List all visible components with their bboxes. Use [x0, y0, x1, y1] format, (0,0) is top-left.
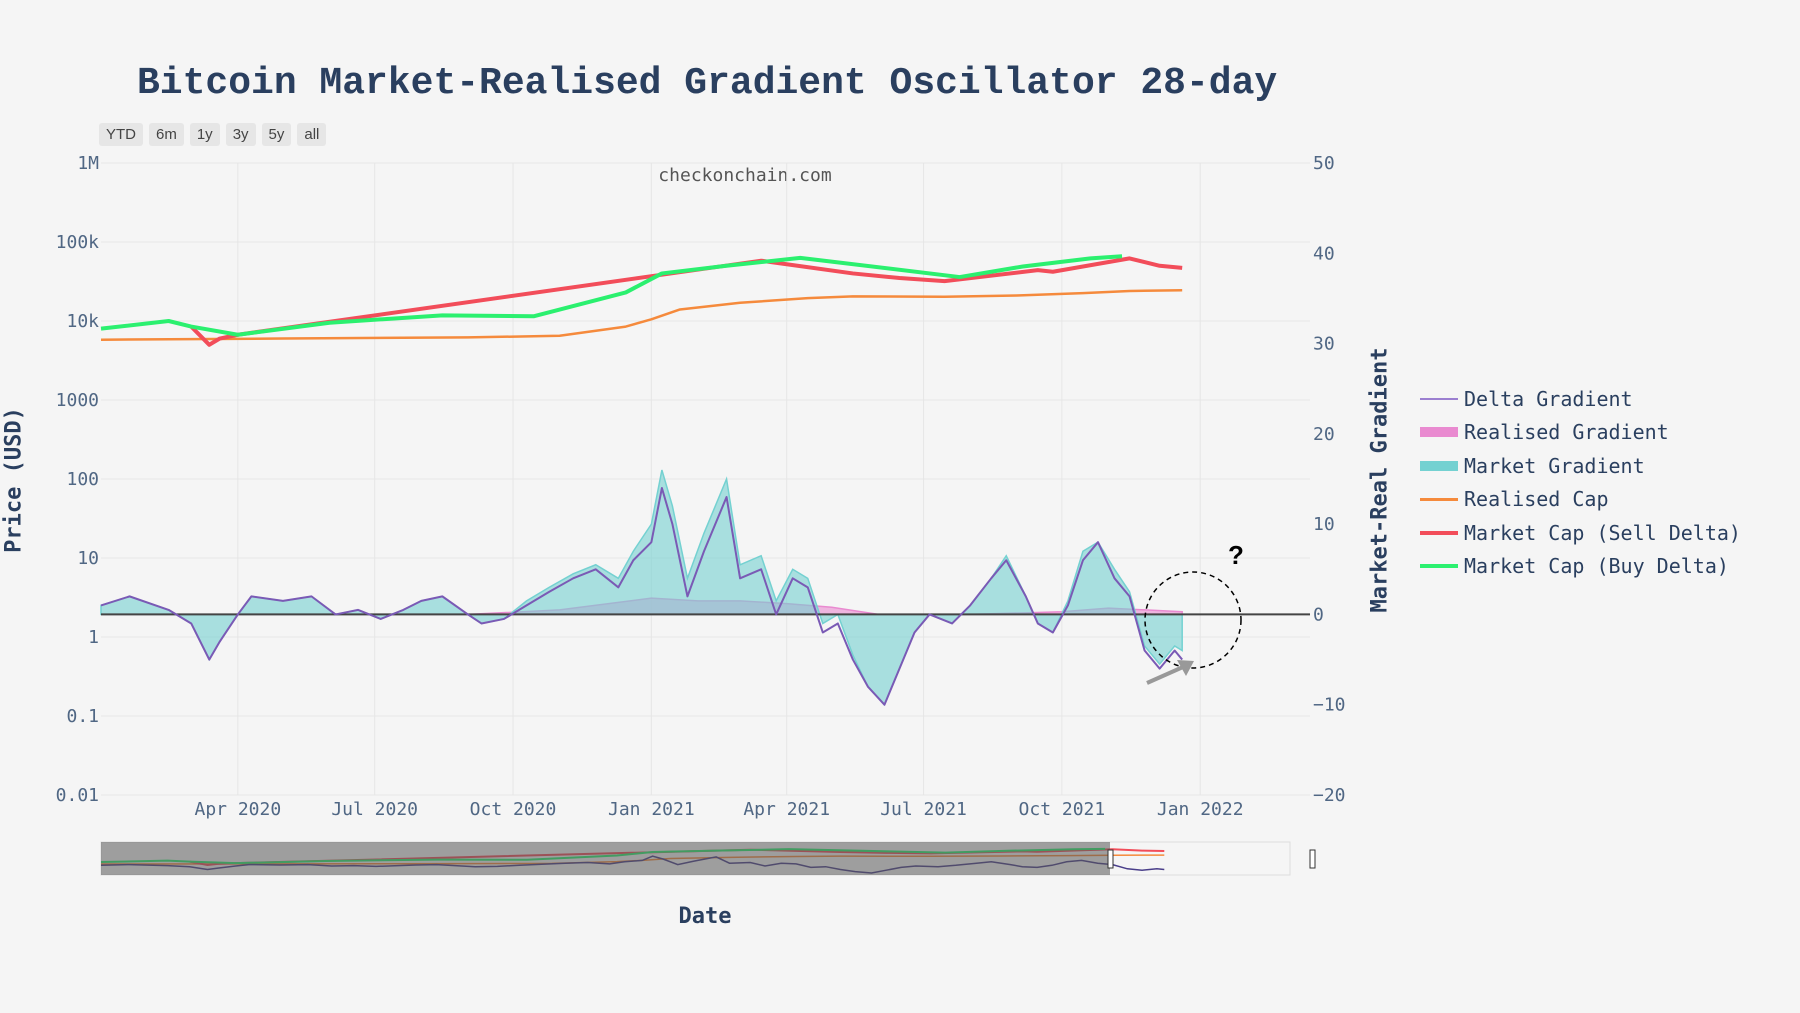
- legend-item-realised-cap[interactable]: Realised Cap: [1420, 483, 1741, 517]
- legend-swatch-line: [1420, 397, 1458, 400]
- rangeslider-handle-right[interactable]: [1309, 849, 1316, 869]
- legend-swatch-line: [1420, 530, 1458, 535]
- y-right-tick-label: 40: [1313, 243, 1335, 264]
- legend-item-market-cap-buy[interactable]: Market Cap (Buy Delta): [1420, 550, 1741, 584]
- y-left-tick-label: 0.1: [66, 706, 99, 727]
- realised-cap-line[interactable]: [100, 289, 1183, 341]
- legend-item-market-cap-sell[interactable]: Market Cap (Sell Delta): [1420, 516, 1741, 550]
- y-left-tick-label: 100k: [56, 232, 100, 253]
- chart-title: Bitcoin Market-Realised Gradient Oscilla…: [137, 62, 1278, 105]
- watermark: checkonchain.com: [658, 165, 832, 186]
- market-cap-sell-delta-line[interactable]: [189, 256, 1183, 347]
- legend: Delta Gradient Realised Gradient Market …: [1420, 382, 1741, 583]
- annotation-circle: [1144, 571, 1242, 669]
- legend-swatch-line: [1420, 564, 1458, 569]
- range-button-ytd[interactable]: YTD: [99, 123, 143, 146]
- range-button-6m[interactable]: 6m: [149, 123, 184, 146]
- legend-label: Market Cap (Buy Delta): [1464, 554, 1729, 579]
- y-right-tick-label: 10: [1313, 514, 1335, 535]
- legend-item-market-gradient[interactable]: Market Gradient: [1420, 449, 1741, 483]
- legend-label: Delta Gradient: [1464, 386, 1633, 411]
- y-left-tick-label: 10k: [66, 311, 99, 332]
- range-button-1y[interactable]: 1y: [189, 123, 220, 146]
- legend-label: Market Cap (Sell Delta): [1464, 520, 1741, 545]
- range-button-5y[interactable]: 5y: [261, 123, 292, 146]
- legend-swatch-line: [1420, 497, 1458, 501]
- annotation-arrow: [1146, 665, 1184, 685]
- y-left-tick-label: 0.01: [56, 785, 99, 806]
- range-selector: YTD 6m 1y 3y 5y all: [99, 123, 327, 146]
- range-button-all[interactable]: all: [297, 123, 327, 146]
- legend-item-realised-gradient[interactable]: Realised Gradient: [1420, 416, 1741, 450]
- y-right-tick-label: 50: [1313, 153, 1335, 174]
- range-button-3y[interactable]: 3y: [225, 123, 256, 146]
- y-left-tick-label: 1: [88, 627, 99, 648]
- arrow-head-icon: [1177, 660, 1194, 676]
- rangeslider-mask: [101, 842, 1110, 875]
- y-left-tick-label: 1000: [56, 390, 99, 411]
- legend-label: Realised Cap: [1464, 487, 1609, 512]
- legend-label: Realised Gradient: [1464, 420, 1669, 445]
- x-tick-label: Jan 2022: [1157, 799, 1244, 820]
- market-cap-buy-delta-line[interactable]: [100, 254, 1123, 337]
- legend-swatch-fill: [1420, 427, 1458, 438]
- y-left-tick-label: 10: [77, 548, 99, 569]
- y-right-tick-label: −10: [1313, 695, 1346, 716]
- delta-gradient-line[interactable]: [100, 487, 1183, 706]
- legend-item-delta-gradient[interactable]: Delta Gradient: [1420, 382, 1741, 416]
- legend-swatch-fill: [1420, 460, 1458, 471]
- y-right-tick-label: 20: [1313, 424, 1335, 445]
- y-left-tick-label: 1M: [77, 153, 99, 174]
- y-right-tick-label: 0: [1313, 604, 1324, 625]
- annotation-question-mark: ?: [1228, 540, 1244, 570]
- y-right-tick-label: 30: [1313, 334, 1335, 355]
- x-axis-title: Date: [678, 904, 732, 929]
- x-tick-label: Jul 2021: [880, 799, 967, 820]
- x-tick-label: Oct 2020: [470, 799, 557, 820]
- y-left-tick-label: 100: [66, 469, 99, 490]
- x-tick-label: Jan 2021: [608, 799, 695, 820]
- x-tick-label: Apr 2021: [743, 799, 830, 820]
- x-tick-label: Jul 2020: [331, 799, 418, 820]
- x-tick-label: Oct 2021: [1019, 799, 1106, 820]
- x-tick-label: Apr 2020: [194, 799, 281, 820]
- y-right-tick-label: −20: [1313, 785, 1346, 806]
- rangeslider-handle-left[interactable]: [1107, 849, 1114, 869]
- legend-label: Market Gradient: [1464, 453, 1645, 478]
